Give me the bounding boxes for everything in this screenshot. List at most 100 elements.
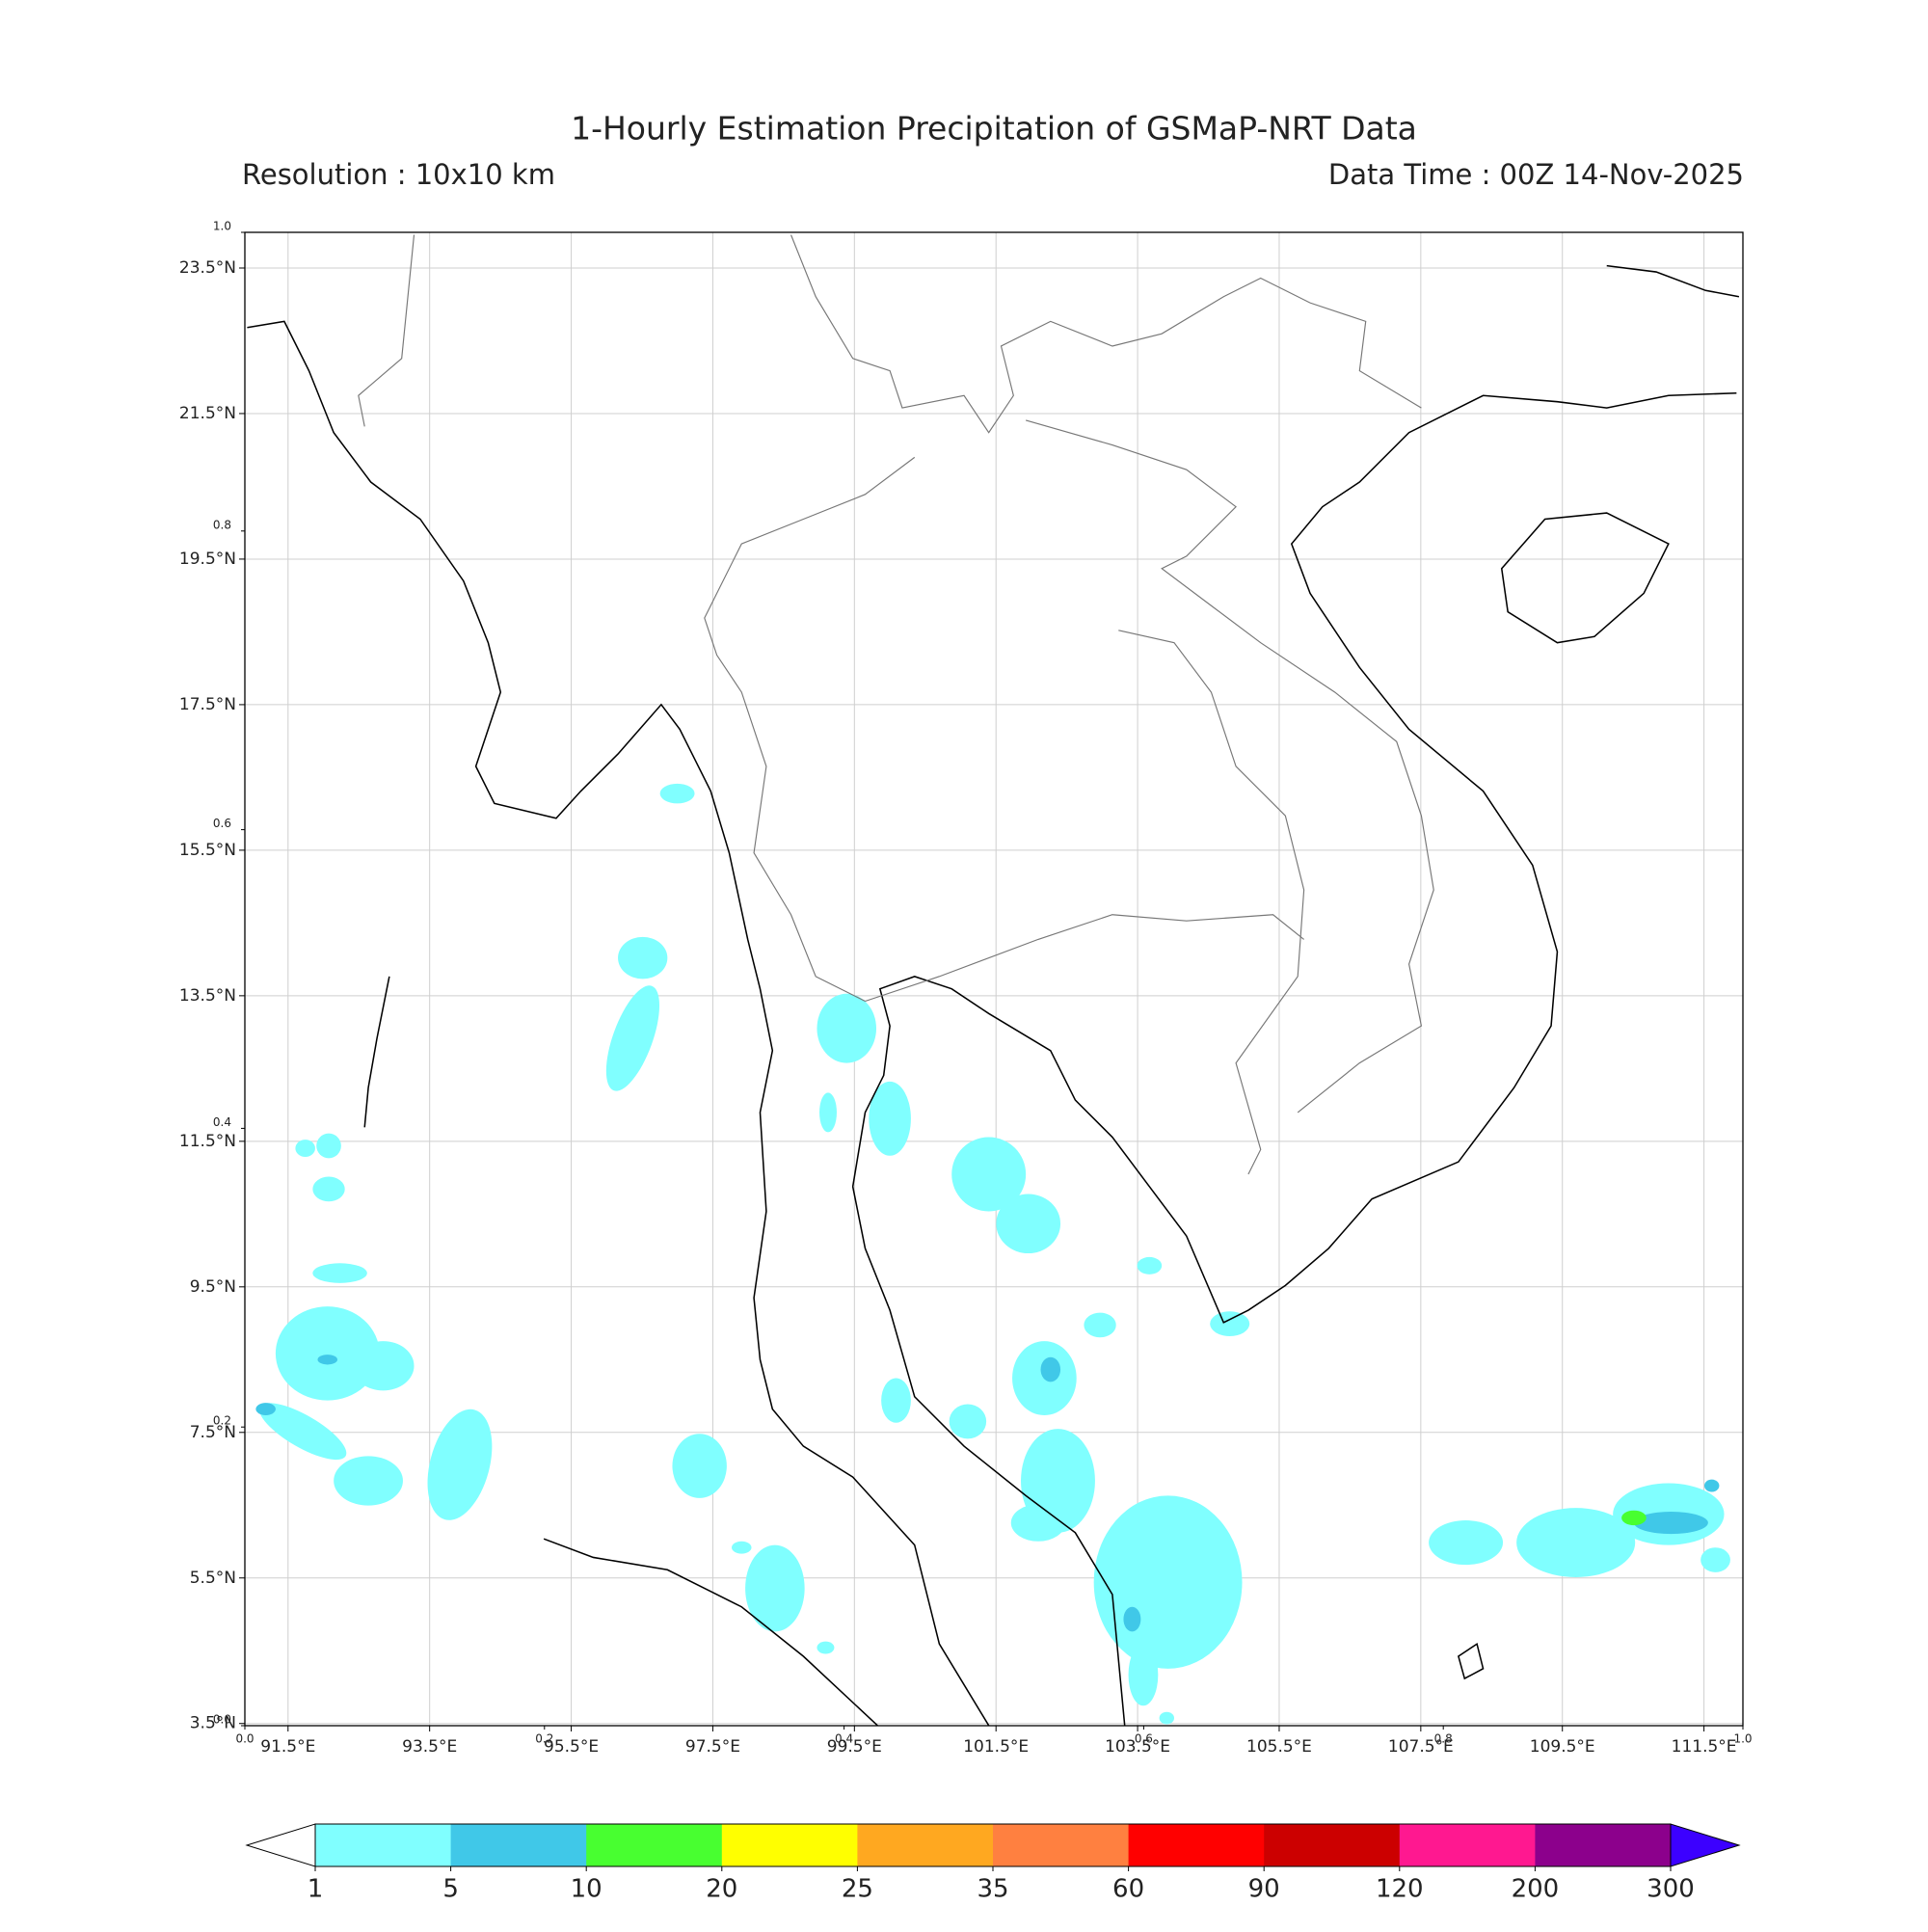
rain-area-heavy (255, 1403, 276, 1416)
colorbar-label: 90 (1248, 1875, 1280, 1904)
rain-area (951, 1137, 1027, 1212)
rain-area (819, 1092, 837, 1133)
colorbar-segment (721, 1824, 858, 1866)
rain-area (996, 1194, 1061, 1254)
coastline (1457, 1642, 1485, 1680)
rain-area-heavy (1123, 1606, 1141, 1632)
colorbar: 1 5 10 20 25 35 60 90 120 200 300 (245, 1823, 1741, 1904)
rain-area (427, 1409, 493, 1520)
x-tick-label: 97.5°E (685, 1737, 740, 1757)
precipitation (255, 783, 1730, 1725)
coastline (1606, 264, 1740, 298)
colorbar-label: 300 (1647, 1875, 1695, 1904)
rain-area (312, 1263, 367, 1283)
colorbar-label: 10 (571, 1875, 602, 1904)
grid (245, 232, 1743, 1726)
x-tick-label: 101.5°E (963, 1737, 1029, 1757)
coastlines (247, 264, 1740, 1727)
rain-area (1210, 1311, 1250, 1336)
overlay-x-tick-label: 1.0 (1733, 1732, 1752, 1746)
border (358, 234, 415, 427)
colorbar-segment (857, 1824, 994, 1866)
colorbar-label: 60 (1112, 1875, 1144, 1904)
coastline (1500, 512, 1670, 644)
x-tick-label: 93.5°E (402, 1737, 457, 1757)
overlay-x-tick-label: 0.4 (835, 1732, 853, 1746)
y-tick-label: 17.5°N (179, 695, 236, 714)
rain-area-heavy (1704, 1479, 1720, 1492)
overlay-y-tick-label: 0.2 (213, 1414, 231, 1428)
colorbar-segment (993, 1824, 1130, 1866)
colorbar-label: 5 (442, 1875, 459, 1904)
rain-area (1159, 1711, 1174, 1725)
rain-area (672, 1434, 727, 1498)
x-tick-label: 105.5°E (1246, 1737, 1312, 1757)
coastline (851, 391, 1737, 1726)
colorbar-segment (1264, 1824, 1401, 1866)
rain-area (275, 1306, 380, 1401)
y-tick-label: 15.5°N (179, 841, 236, 860)
y-tick-label: 7.5°N (190, 1423, 236, 1442)
colorbar-label: 120 (1376, 1875, 1424, 1904)
ticks: 91.5°E 93.5°E 95.5°E 97.5°E 99.5°E 101.5°E 103… (179, 220, 1753, 1758)
rain-area (316, 1133, 341, 1159)
colorbar-label: 1 (308, 1875, 324, 1904)
rain-area (1084, 1312, 1116, 1338)
x-tick-label: 109.5°E (1530, 1737, 1595, 1757)
rain-area-heavy (317, 1355, 338, 1365)
colorbar-over (1670, 1823, 1741, 1867)
border (1025, 419, 1434, 1114)
overlay-y-tick-label: 1.0 (213, 220, 231, 233)
x-tick-label: 103.5°E (1105, 1737, 1170, 1757)
border (704, 456, 916, 1003)
rain-area (1429, 1519, 1504, 1566)
border (1118, 630, 1305, 1175)
data-time: Data Time : 00Z 14-Nov-2025 (1328, 158, 1744, 191)
colorbar-segment (1128, 1824, 1265, 1866)
rain-area (258, 1403, 347, 1461)
rain-area (1128, 1644, 1159, 1706)
rain-area (745, 1544, 805, 1632)
title: 1-Hourly Estimation Precipitation of GSM… (571, 110, 1417, 148)
y-tick-label: 3.5°N (190, 1714, 236, 1733)
colorbar-segment (1399, 1824, 1536, 1866)
rain-area (1093, 1495, 1243, 1669)
rain-area (817, 1641, 835, 1654)
rain-area (605, 985, 660, 1091)
rain-area (618, 936, 668, 979)
y-tick-label: 11.5°N (179, 1132, 236, 1151)
colorbar-label: 20 (706, 1875, 737, 1904)
overlay-y-tick-label: 0.0 (213, 1713, 231, 1727)
x-tick-label: 91.5°E (260, 1737, 315, 1757)
x-tick-label: 95.5°E (544, 1737, 599, 1757)
rain-area-heavy (1633, 1512, 1708, 1535)
resolution: Resolution : 10x10 km (242, 158, 555, 191)
rain-area (732, 1541, 752, 1554)
overlay-x-tick-label: 0.8 (1434, 1732, 1453, 1746)
rain-area (949, 1404, 987, 1439)
rain-area (1137, 1256, 1163, 1275)
rain-area (1516, 1508, 1636, 1577)
y-tick-label: 23.5°N (179, 258, 236, 278)
y-tick-label: 9.5°N (190, 1277, 236, 1297)
colorbar-segment (1535, 1824, 1672, 1866)
rain-area-heavy (1040, 1356, 1061, 1382)
colorbar-segment (586, 1824, 723, 1866)
colorbar-label: 200 (1512, 1875, 1560, 1904)
coastline (543, 1538, 878, 1727)
y-tick-label: 21.5°N (179, 404, 236, 423)
colorbar-segment (315, 1824, 452, 1866)
map-frame (244, 231, 1744, 1727)
x-tick-label: 107.5°E (1388, 1737, 1454, 1757)
y-tick-label: 19.5°N (179, 550, 236, 569)
rain-area (312, 1176, 345, 1202)
rain-area (1700, 1547, 1730, 1572)
x-tick-label: 99.5°E (827, 1737, 882, 1757)
overlay-y-tick-label: 0.8 (213, 518, 231, 531)
overlay-x-tick-label: 0.2 (535, 1732, 553, 1746)
colorbar-under (245, 1823, 316, 1867)
rain-area (817, 993, 877, 1063)
y-tick-label: 5.5°N (190, 1569, 236, 1588)
y-tick-label: 13.5°N (179, 986, 236, 1006)
